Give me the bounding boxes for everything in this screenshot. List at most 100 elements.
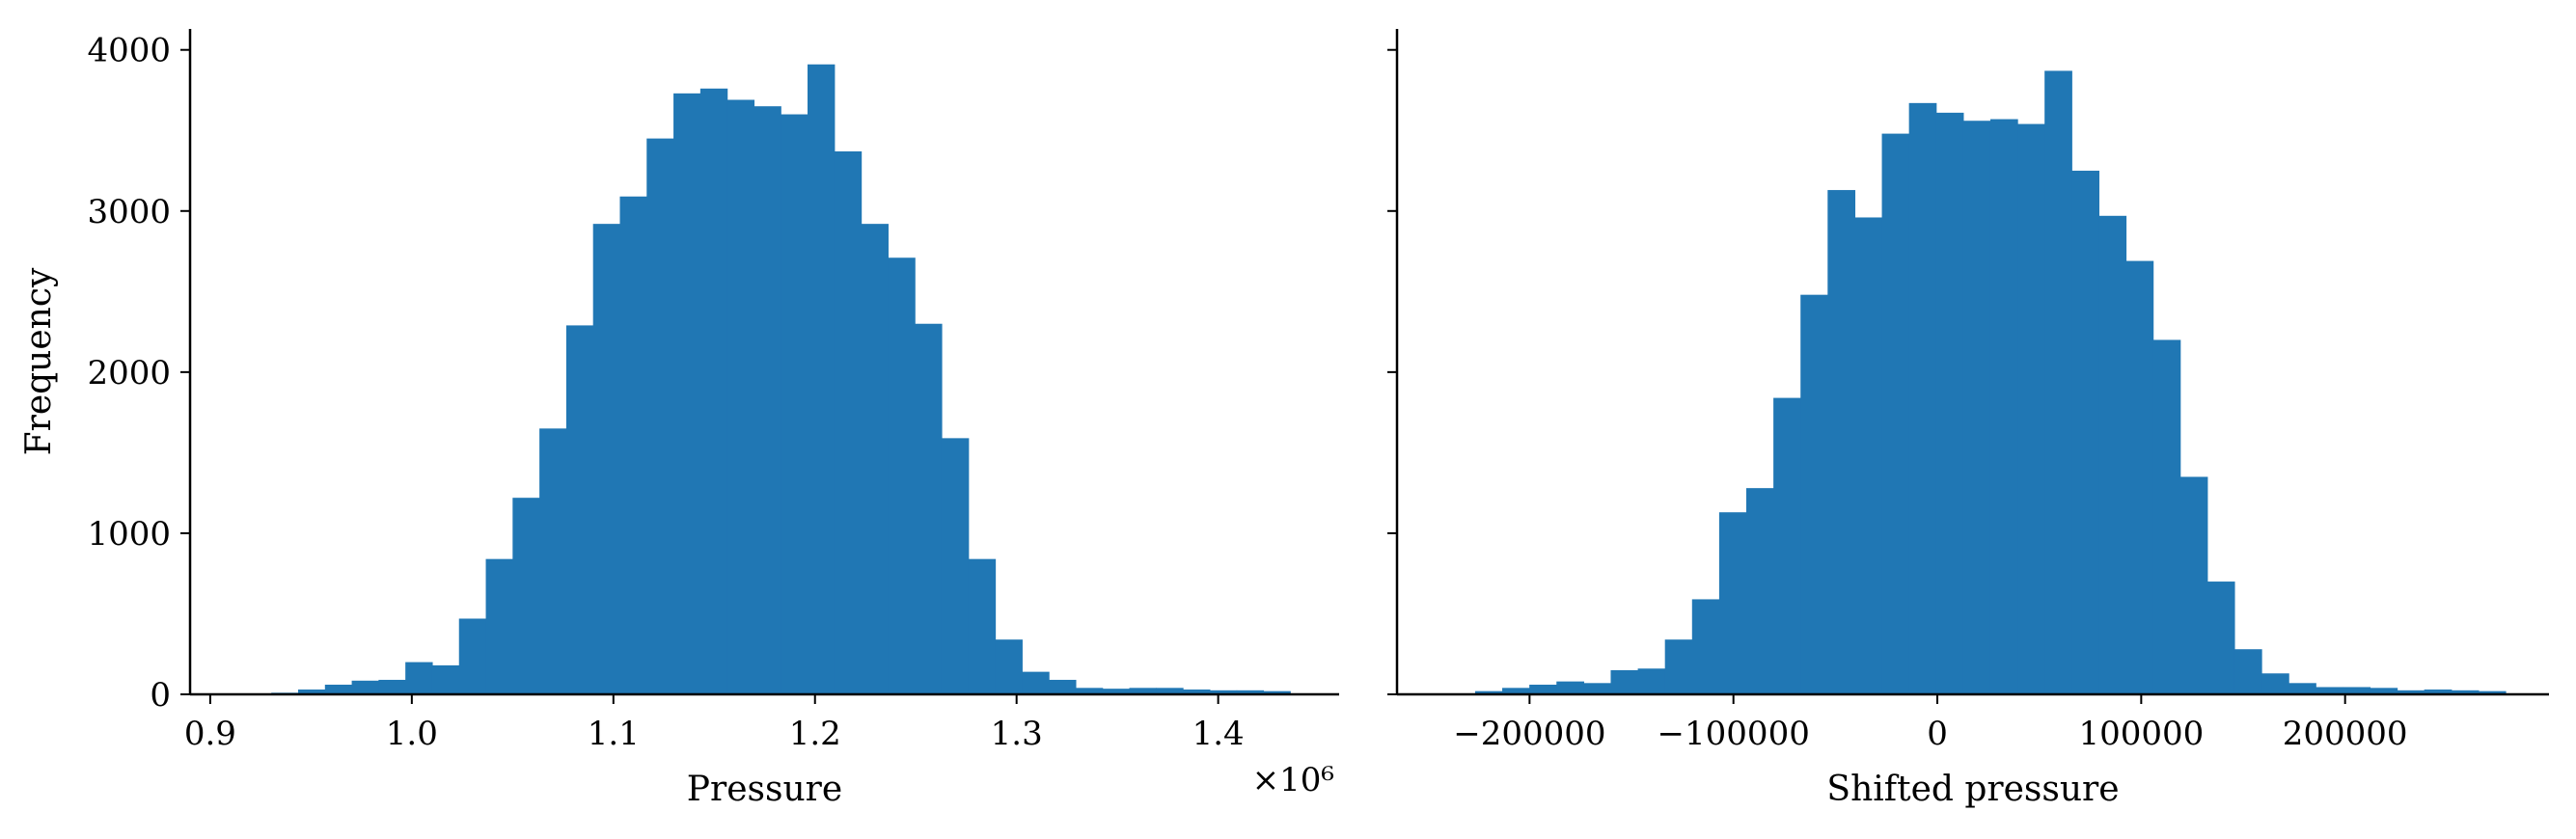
histogram-bar — [726, 99, 755, 694]
histogram-bar — [1827, 190, 1856, 694]
histogram-bar — [968, 558, 997, 694]
histogram-bar — [1502, 688, 1530, 694]
histogram-bar — [1746, 488, 1774, 694]
x-axis-label: Pressure — [687, 770, 842, 809]
histogram-bar — [512, 498, 540, 694]
histogram-bar — [2017, 123, 2045, 694]
histogram-bar — [2233, 649, 2262, 694]
x-axis-offset-label: ×10⁶ — [1252, 761, 1334, 799]
histogram-bar — [1209, 690, 1238, 694]
x-tick-label: 1.3 — [991, 715, 1043, 753]
x-tick-label: 1.0 — [386, 715, 438, 753]
histogram-bar — [539, 428, 567, 694]
histogram-bar — [2179, 476, 2208, 694]
histogram-bar — [565, 325, 594, 694]
histogram-bar — [1183, 689, 1211, 694]
y-tick-label: 1000 — [87, 515, 171, 554]
histogram-bar — [1935, 112, 1964, 694]
histogram-bar — [834, 150, 863, 695]
pressure-histogram-panel: 0.9 1.0 1.1 1.2 1.3 1.4 0 1000 2000 3000 4000 Press… — [19, 29, 1339, 809]
histogram-bar — [1075, 688, 1104, 694]
histogram-bar — [2288, 683, 2316, 694]
histogram-bar — [2370, 688, 2398, 694]
x-tick-label: 1.4 — [1192, 715, 1245, 753]
histogram-bar — [1854, 217, 1883, 694]
histogram-bar — [808, 64, 836, 694]
histogram-bar — [1962, 121, 1991, 695]
histogram-bar — [1556, 681, 1584, 694]
histogram-bar — [2316, 687, 2343, 694]
histogram-bar — [1691, 599, 1720, 694]
y-tick-label: 4000 — [87, 32, 171, 70]
x-tick-label: 200000 — [2283, 715, 2408, 753]
histogram-bar — [1637, 668, 1666, 694]
histogram-bar — [1129, 688, 1157, 694]
histogram-bar — [324, 684, 353, 694]
histogram-bar — [619, 196, 647, 694]
histogram-bars — [1474, 70, 2507, 695]
histogram-bar — [2125, 260, 2154, 694]
histogram-bar — [1989, 119, 2018, 694]
histogram-bar — [995, 639, 1023, 694]
histogram-bar — [1022, 671, 1050, 694]
histogram-bar — [1800, 294, 1828, 694]
histogram-bar — [2044, 70, 2072, 694]
histogram-bar — [646, 138, 674, 695]
x-tick-label: 1.2 — [789, 715, 841, 753]
y-tick-label: 3000 — [87, 193, 171, 231]
histogram-bar — [431, 664, 460, 694]
histogram-bars — [271, 64, 1291, 695]
histogram-bar — [298, 689, 326, 694]
y-tick-label: 0 — [150, 676, 171, 715]
histogram-bar — [2478, 690, 2507, 694]
histogram-bar — [2098, 215, 2127, 695]
histogram-bar — [699, 88, 728, 694]
histogram-bar — [1236, 690, 1265, 694]
histogram-bar — [1718, 512, 1747, 694]
histogram-bar — [1529, 684, 1557, 694]
histogram-bar — [592, 224, 621, 694]
histogram-bar — [1474, 690, 1503, 694]
x-tick-label: −100000 — [1658, 715, 1810, 753]
histogram-bar — [888, 257, 916, 694]
x-axis-label: Shifted pressure — [1826, 770, 2119, 809]
histogram-bar — [458, 618, 487, 694]
histogram-bar — [1664, 639, 1693, 694]
histogram-bar — [781, 114, 808, 695]
histogram-bar — [1773, 397, 1801, 694]
histogram-bar — [1881, 133, 1910, 695]
histogram-bar — [754, 106, 781, 694]
x-tick-label: 1.1 — [588, 715, 640, 753]
shifted-pressure-histogram-panel: −200000 −100000 0 100000 200000 Shifted press… — [1387, 29, 2549, 809]
x-tick-label: 0.9 — [184, 715, 236, 753]
histogram-bar — [673, 93, 701, 694]
histogram-bar — [1102, 689, 1131, 694]
histogram-bar — [861, 224, 889, 694]
histogram-bar — [941, 438, 970, 694]
histogram-bar — [1263, 690, 1291, 694]
histogram-bar — [1610, 669, 1639, 694]
histogram-bar — [2206, 582, 2235, 694]
histogram-bar — [1583, 683, 1612, 694]
histogram-bar — [2451, 690, 2480, 694]
x-tick-label: −200000 — [1453, 715, 1605, 753]
histogram-bar — [2261, 673, 2289, 694]
y-tick-label: 2000 — [87, 354, 171, 392]
histogram-bar — [2424, 689, 2453, 694]
histogram-bar — [485, 558, 513, 694]
histogram-bar — [2071, 171, 2099, 694]
histogram-bar — [378, 679, 406, 694]
x-tick-label: 0 — [1927, 715, 1948, 753]
histogram-bar — [351, 680, 379, 694]
histogram-bar — [2343, 687, 2371, 694]
histogram-bar — [2397, 690, 2425, 694]
x-tick-label: 100000 — [2078, 715, 2204, 753]
histogram-bar — [2152, 339, 2181, 694]
histogram-bar — [1156, 688, 1184, 694]
histogram-bar — [1908, 102, 1937, 695]
histogram-bar — [915, 323, 943, 694]
histogram-bar — [1049, 679, 1077, 694]
y-axis-label: Frequency — [19, 267, 59, 455]
histogram-bar — [405, 662, 433, 694]
